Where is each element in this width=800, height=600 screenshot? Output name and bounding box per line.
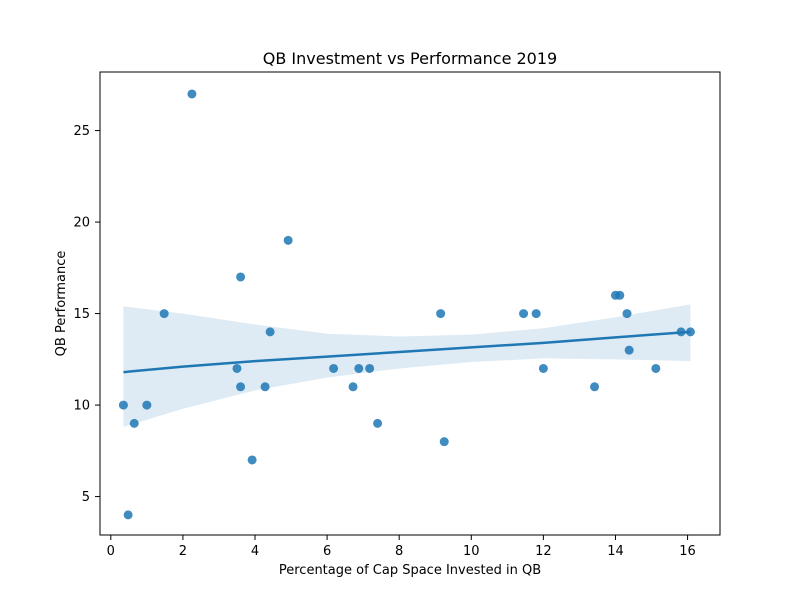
data-point [142,400,152,410]
data-point [232,363,242,373]
x-tick-label: 16 [679,544,696,559]
x-tick-label: 2 [179,544,187,559]
data-point [622,309,632,319]
data-point [354,363,364,373]
data-point [187,89,197,99]
y-axis: 5 10 15 20 25 [73,124,100,505]
y-tick-label: 10 [73,399,90,414]
data-point [531,309,541,319]
x-axis-title: Percentage of Cap Space Invested in QB [279,563,541,578]
data-point [159,309,169,319]
data-point [439,437,449,447]
y-tick-label: 15 [73,307,90,322]
data-point [651,363,661,373]
x-tick-label: 0 [107,544,115,559]
y-axis-title: QB Performance [54,251,69,357]
x-axis: 0 2 4 6 8 10 12 14 16 [107,535,696,559]
data-point [615,290,625,300]
data-point [118,400,128,410]
chart-title: QB Investment vs Performance 2019 [263,49,557,68]
y-tick-label: 20 [73,216,90,231]
data-point [519,309,529,319]
y-tick-label: 5 [82,490,90,505]
data-point [236,272,246,282]
data-point [624,345,634,355]
x-tick-label: 6 [323,544,331,559]
x-tick-label: 8 [395,544,403,559]
x-tick-label: 12 [535,544,552,559]
plot-frame [99,71,721,536]
data-point [365,363,375,373]
x-tick-label: 14 [607,544,624,559]
data-point [123,510,133,520]
plot-area [118,89,695,520]
confidence-band [123,304,691,428]
regression-line [123,330,691,374]
data-point [236,382,246,392]
y-tick-label: 25 [73,124,90,139]
data-point [348,382,358,392]
data-point [329,363,339,373]
data-point [265,327,275,337]
data-point [283,235,293,245]
data-point [373,418,383,428]
data-point [538,363,548,373]
data-point [247,455,257,465]
data-point [590,382,600,392]
x-tick-label: 10 [463,544,480,559]
data-point [129,418,139,428]
data-point [260,382,270,392]
data-point [436,309,446,319]
x-tick-label: 4 [251,544,259,559]
